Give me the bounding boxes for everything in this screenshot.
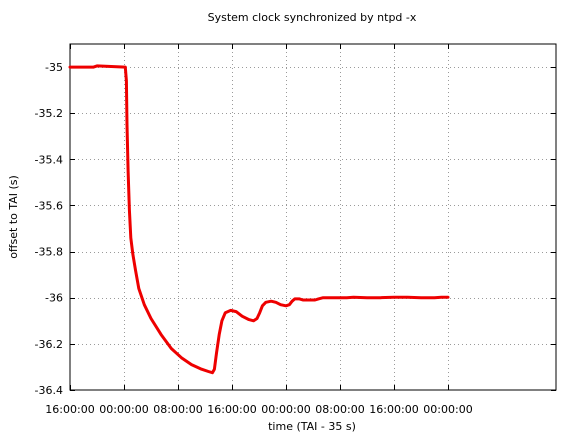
x-tick-label: 16:00:00 — [369, 403, 418, 416]
y-tick-label: -35.8 — [35, 246, 63, 259]
x-tick-labels: 16:00:00 00:00:00 08:00:00 16:00:00 00:00:00… — [45, 403, 472, 416]
grid-lines — [70, 44, 556, 390]
y-tick-label: -35.2 — [35, 107, 63, 120]
x-tick-label: 16:00:00 — [207, 403, 256, 416]
x-tick-label: 00:00:00 — [261, 403, 310, 416]
y-tick-label: -36 — [45, 292, 63, 305]
x-axis-label: time (TAI - 35 s) — [268, 420, 356, 433]
x-tick-label: 08:00:00 — [153, 403, 202, 416]
y-tick-label: -35 — [45, 61, 63, 74]
x-tick-label: 16:00:00 — [45, 403, 94, 416]
x-tick-label: 00:00:00 — [423, 403, 472, 416]
chart-title: System clock synchronized by ntpd -x — [208, 11, 417, 24]
series-layer — [68, 64, 450, 375]
y-tick-label: -36.4 — [35, 384, 63, 397]
plot-frame — [69, 43, 557, 391]
x-tick-label: 00:00:00 — [99, 403, 148, 416]
offset-series-line — [68, 64, 450, 375]
x-tick-label: 08:00:00 — [315, 403, 364, 416]
y-tick-label: -35.4 — [35, 153, 63, 166]
y-axis-label: offset to TAI (s) — [7, 175, 20, 259]
y-tick-labels: -35 -35.2 -35.4 -35.6 -35.8 -36 -36.2 -36.4 — [35, 61, 63, 397]
y-tick-label: -36.2 — [35, 338, 63, 351]
axis-ticks — [70, 44, 556, 391]
y-tick-label: -35.6 — [35, 199, 63, 212]
